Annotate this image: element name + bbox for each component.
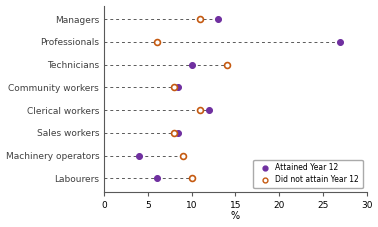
Point <box>206 108 212 112</box>
Point <box>136 154 142 158</box>
Point <box>171 131 177 135</box>
Point <box>197 108 203 112</box>
Point <box>197 17 203 21</box>
Point <box>338 40 344 44</box>
Point <box>189 63 195 67</box>
Legend: Attained Year 12, Did not attain Year 12: Attained Year 12, Did not attain Year 12 <box>253 160 363 188</box>
Point <box>215 17 221 21</box>
Point <box>189 177 195 180</box>
Point <box>153 177 160 180</box>
Point <box>171 86 177 89</box>
X-axis label: %: % <box>231 211 240 222</box>
Point <box>175 131 181 135</box>
Point <box>175 86 181 89</box>
Point <box>153 40 160 44</box>
Point <box>224 63 230 67</box>
Point <box>180 154 186 158</box>
